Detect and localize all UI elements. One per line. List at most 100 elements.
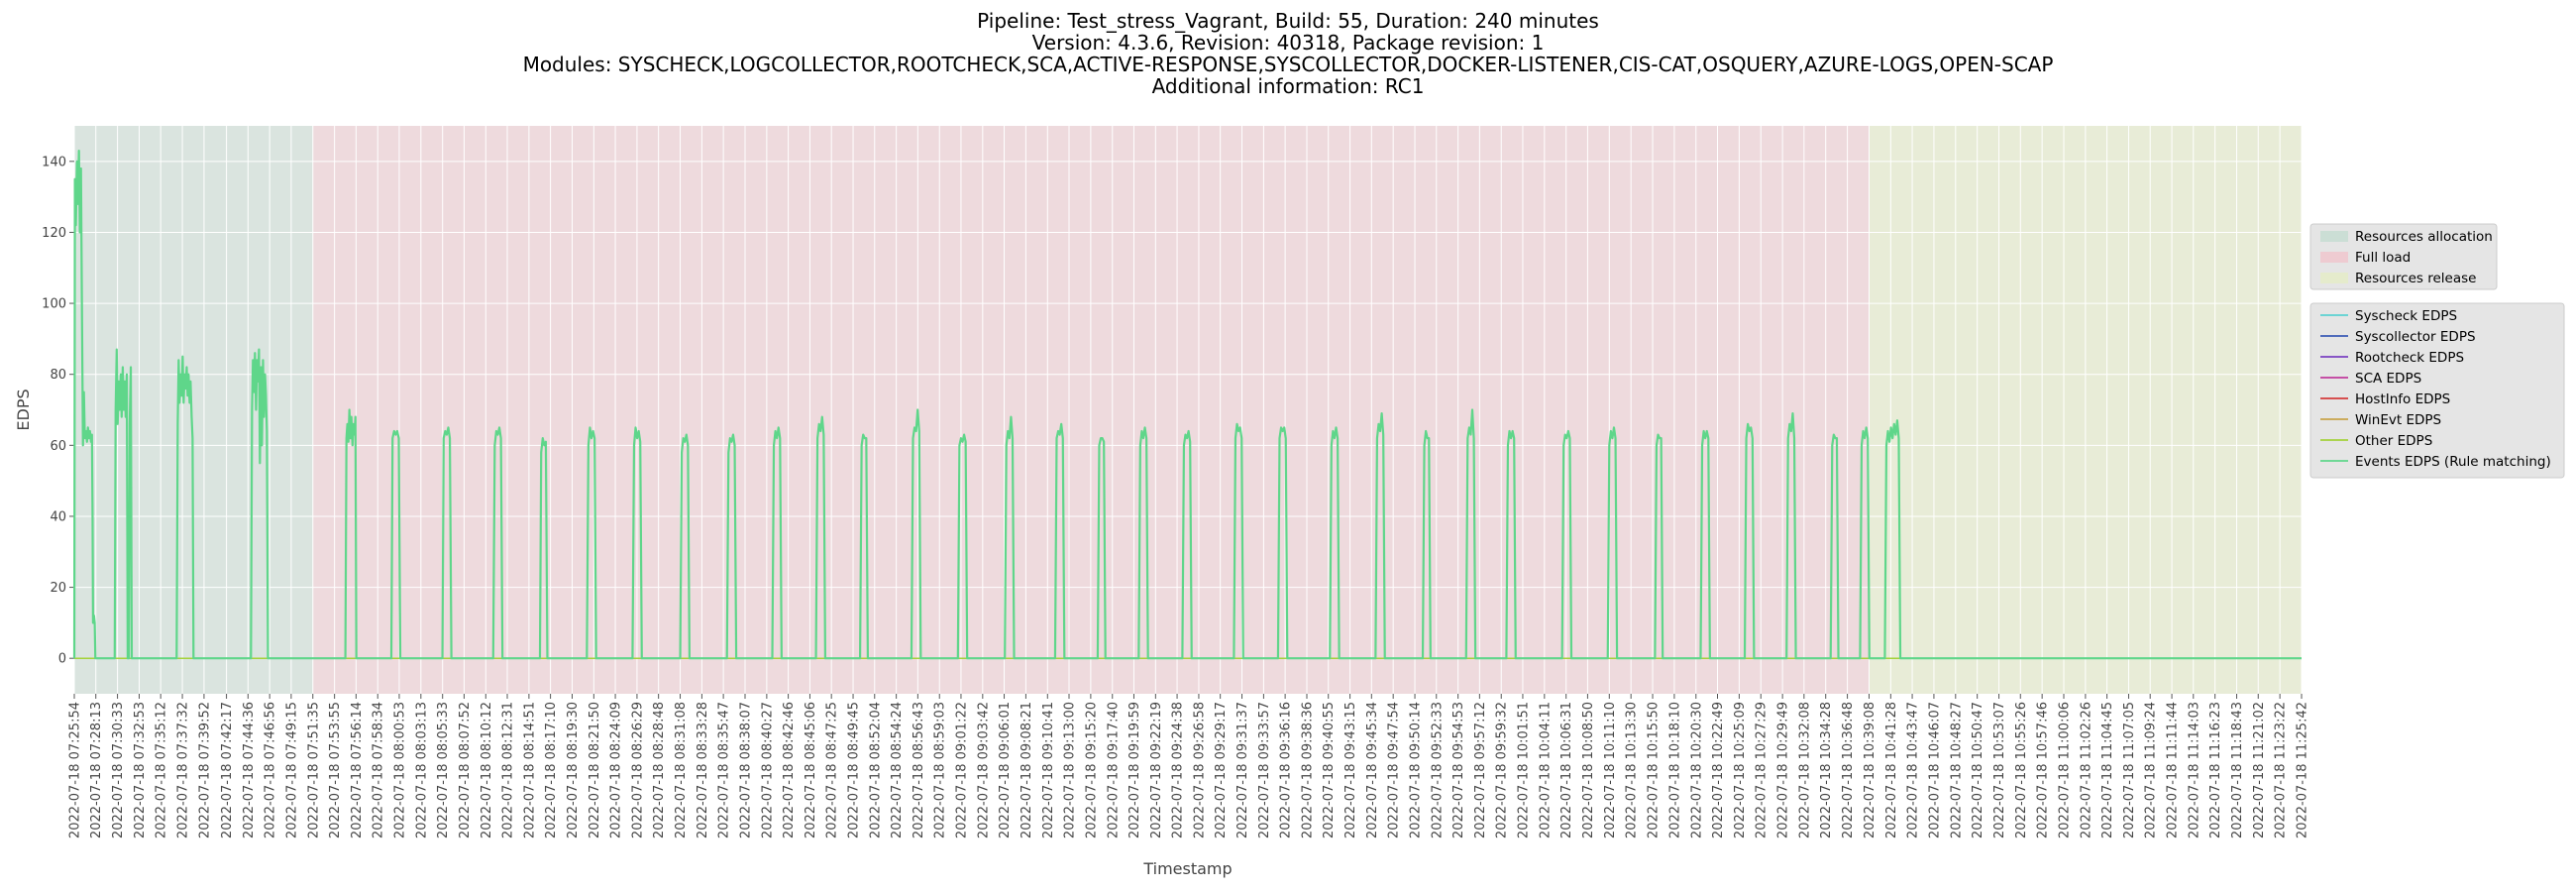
y-tick-label: 100 <box>42 297 66 312</box>
x-tick-label: 2022-07-18 10:08:50 <box>1581 702 1596 838</box>
series-legend-label: SCA EDPS <box>2355 371 2421 387</box>
title-line-modules: Modules: SYSCHECK,LOGCOLLECTOR,ROOTCHECK… <box>522 53 2054 76</box>
x-tick-label: 2022-07-18 08:35:47 <box>717 702 732 838</box>
x-tick-label: 2022-07-18 10:13:30 <box>1625 702 1640 838</box>
x-tick-label: 2022-07-18 09:26:58 <box>1192 702 1207 838</box>
x-tick-label: 2022-07-18 07:58:34 <box>372 702 386 838</box>
x-tick-label: 2022-07-18 08:19:30 <box>566 702 581 838</box>
x-tick-label: 2022-07-18 09:31:37 <box>1235 702 1250 838</box>
x-tick-label: 2022-07-18 10:50:47 <box>1971 702 1986 838</box>
y-tick-label: 140 <box>42 155 66 169</box>
x-tick-label: 2022-07-18 11:02:26 <box>2079 702 2093 838</box>
y-axis-label: EDPS <box>14 389 33 430</box>
title-line-pipeline: Pipeline: Test_stress_Vagrant, Build: 55… <box>977 9 1599 33</box>
y-tick-label: 0 <box>58 652 66 667</box>
x-tick-label: 2022-07-18 11:11:44 <box>2166 702 2181 838</box>
x-tick-label: 2022-07-18 10:29:49 <box>1776 702 1791 838</box>
x-tick-label: 2022-07-18 11:18:43 <box>2230 702 2245 838</box>
x-tick-label: 2022-07-18 10:57:46 <box>2036 702 2051 838</box>
x-tick-label: 2022-07-18 09:22:19 <box>1149 702 1164 838</box>
x-tick-label: 2022-07-18 08:28:48 <box>652 702 667 838</box>
x-tick-label: 2022-07-18 10:15:50 <box>1647 702 1662 838</box>
x-tick-label: 2022-07-18 08:38:07 <box>738 702 753 838</box>
x-axis-label: Timestamp <box>1142 859 1232 878</box>
x-tick-label: 2022-07-18 10:39:08 <box>1863 702 1878 838</box>
x-tick-label: 2022-07-18 10:25:09 <box>1733 702 1748 838</box>
x-tick-label: 2022-07-18 09:45:34 <box>1365 702 1380 838</box>
x-tick-label: 2022-07-18 07:28:13 <box>89 702 104 838</box>
x-tick-label: 2022-07-18 11:09:24 <box>2144 702 2159 838</box>
x-tick-label: 2022-07-18 08:54:24 <box>890 702 905 838</box>
phase-legend: Resources allocation Full load Resources r… <box>2309 223 2498 290</box>
x-tick-label: 2022-07-18 10:18:10 <box>1667 702 1682 838</box>
x-tick-label: 2022-07-18 10:34:28 <box>1819 702 1834 838</box>
x-tick-label: 2022-07-18 09:38:36 <box>1300 702 1315 838</box>
x-tick-label: 2022-07-18 09:08:21 <box>1020 702 1034 838</box>
phase-legend-label: Full load <box>2355 250 2411 266</box>
x-tick-label: 2022-07-18 09:03:42 <box>976 702 991 838</box>
x-tick-label: 2022-07-18 08:07:52 <box>458 702 473 838</box>
x-tick-label: 2022-07-18 09:33:57 <box>1257 702 1272 838</box>
x-tick-label: 2022-07-18 10:53:07 <box>1992 702 2007 838</box>
x-tick-label: 2022-07-18 10:43:47 <box>1906 702 1921 838</box>
x-tick-label: 2022-07-18 07:42:17 <box>220 702 235 838</box>
x-tick-label: 2022-07-18 08:00:53 <box>392 702 407 838</box>
x-tick-label: 2022-07-18 09:19:59 <box>1127 702 1142 838</box>
x-tick-label: 2022-07-18 09:59:32 <box>1495 702 1510 838</box>
y-tick-label: 80 <box>50 368 66 383</box>
x-tick-label: 2022-07-18 08:10:12 <box>480 702 494 838</box>
x-tick-label: 2022-07-18 09:29:17 <box>1214 702 1229 838</box>
phase-legend-swatch <box>2320 252 2348 263</box>
x-tick-label: 2022-07-18 10:06:31 <box>1559 702 1574 838</box>
x-tick-label: 2022-07-18 11:23:22 <box>2274 702 2289 838</box>
x-tick-label: 2022-07-18 08:49:45 <box>847 702 862 838</box>
x-tick-label: 2022-07-18 07:44:36 <box>242 702 257 838</box>
title-line-version: Version: 4.3.6, Revision: 40318, Package… <box>1031 31 1545 55</box>
phase-legend-swatch <box>2320 231 2348 242</box>
x-tick-label: 2022-07-18 10:48:27 <box>1949 702 1964 838</box>
x-tick-label: 2022-07-18 08:05:33 <box>436 702 451 838</box>
x-tick-label: 2022-07-18 08:52:04 <box>868 702 883 838</box>
x-tick-label: 2022-07-18 09:50:14 <box>1409 702 1424 838</box>
x-tick-label: 2022-07-18 10:46:07 <box>1927 702 1942 838</box>
x-tick-label: 2022-07-18 08:31:08 <box>674 702 689 838</box>
x-tick-label: 2022-07-18 10:04:11 <box>1538 702 1553 838</box>
x-tick-label: 2022-07-18 07:56:14 <box>350 702 365 838</box>
x-tick-label: 2022-07-18 07:25:54 <box>68 702 83 838</box>
phase-legend-label: Resources release <box>2355 271 2476 286</box>
x-tick-label: 2022-07-18 08:45:06 <box>804 702 818 838</box>
x-tick-label: 2022-07-18 10:32:08 <box>1797 702 1812 838</box>
series-legend-label: Other EDPS <box>2355 433 2432 449</box>
x-tick-label: 2022-07-18 09:43:15 <box>1343 702 1358 838</box>
series-line-events-edps-rule-matching- <box>72 149 2302 660</box>
x-tick-label: 2022-07-18 11:00:06 <box>2058 702 2073 838</box>
x-tick-label: 2022-07-18 09:06:01 <box>998 702 1013 838</box>
x-tick-label: 2022-07-18 09:13:00 <box>1063 702 1078 838</box>
x-tick-label: 2022-07-18 09:36:16 <box>1279 702 1294 838</box>
x-tick-label: 2022-07-18 08:33:28 <box>696 702 710 838</box>
x-tick-label: 2022-07-18 11:25:42 <box>2296 702 2310 838</box>
x-tick-label: 2022-07-18 08:17:10 <box>544 702 559 838</box>
x-tick-label: 2022-07-18 10:22:49 <box>1711 702 1726 838</box>
series-legend-label: WinEvt EDPS <box>2355 412 2441 428</box>
x-tick-label: 2022-07-18 07:37:32 <box>176 702 191 838</box>
series-legend-label: Rootcheck EDPS <box>2355 350 2464 366</box>
x-tick-label: 2022-07-18 08:59:03 <box>933 702 948 838</box>
x-tick-label: 2022-07-18 08:26:29 <box>630 702 645 838</box>
x-tick-label: 2022-07-18 10:01:51 <box>1516 702 1531 838</box>
x-tick-label: 2022-07-18 09:52:33 <box>1430 702 1445 838</box>
x-tick-label: 2022-07-18 08:03:13 <box>414 702 429 838</box>
x-tick-label: 2022-07-18 10:27:29 <box>1755 702 1770 838</box>
x-tick-label: 2022-07-18 09:15:20 <box>1084 702 1099 838</box>
x-tick-label: 2022-07-18 07:35:12 <box>155 702 169 838</box>
x-tick-label: 2022-07-18 09:01:22 <box>954 702 969 838</box>
x-tick-label: 2022-07-18 09:17:40 <box>1106 702 1121 838</box>
x-tick-label: 2022-07-18 11:14:03 <box>2187 702 2201 838</box>
phase-legend-swatch <box>2320 273 2348 283</box>
x-tick-label: 2022-07-18 09:47:54 <box>1387 702 1402 838</box>
x-tick-label: 2022-07-18 08:56:43 <box>912 702 926 838</box>
x-tick-label: 2022-07-18 07:49:15 <box>284 702 299 838</box>
x-tick-label: 2022-07-18 07:46:56 <box>264 702 278 838</box>
x-tick-label: 2022-07-18 07:30:33 <box>111 702 126 838</box>
